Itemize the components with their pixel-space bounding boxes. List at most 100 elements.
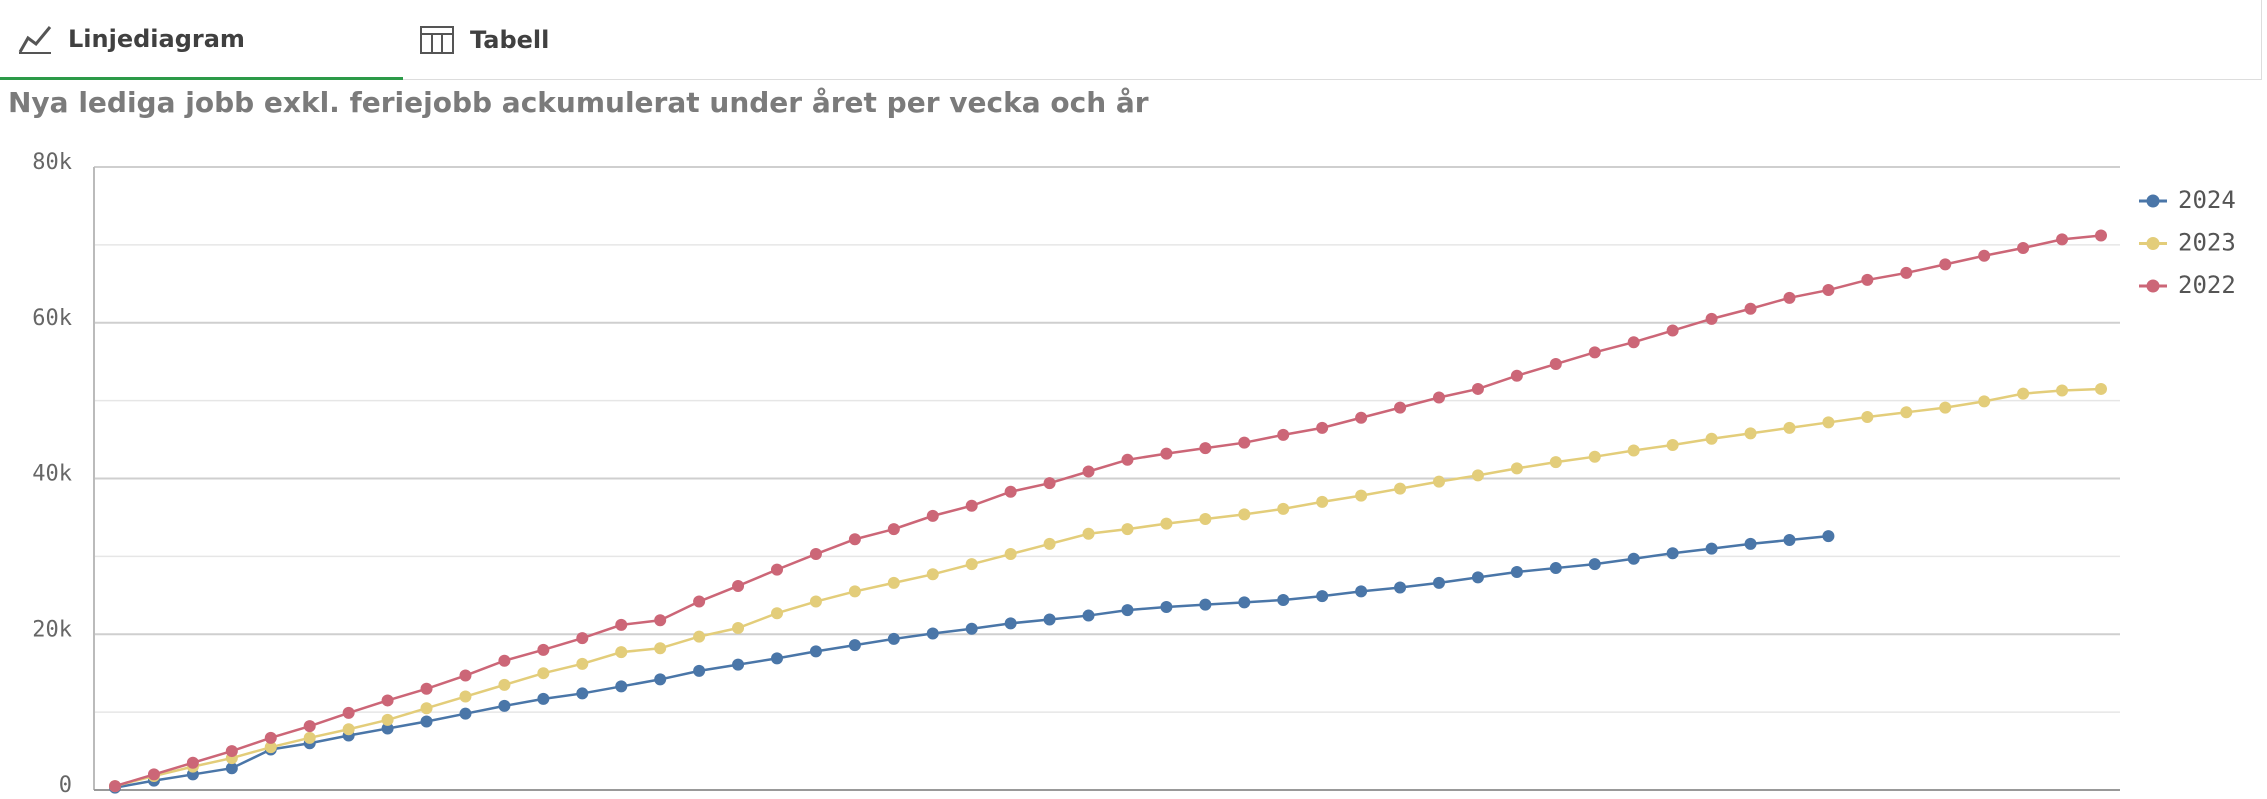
data-point bbox=[342, 723, 355, 736]
data-point bbox=[1549, 358, 1562, 371]
table-icon bbox=[420, 26, 454, 54]
data-point bbox=[848, 639, 861, 652]
data-point bbox=[732, 579, 745, 592]
tab-table[interactable]: Tabell bbox=[420, 0, 549, 80]
data-point bbox=[1082, 465, 1095, 478]
data-point bbox=[1316, 495, 1329, 508]
data-point bbox=[615, 680, 628, 693]
data-point bbox=[1316, 421, 1329, 434]
data-point bbox=[809, 595, 822, 608]
data-point bbox=[1394, 401, 1407, 414]
legend-label: 2023 bbox=[2178, 229, 2236, 257]
legend-swatch bbox=[2146, 279, 2160, 293]
data-point bbox=[1705, 312, 1718, 325]
data-point bbox=[1510, 369, 1523, 382]
tab-bar: Linjediagram Tabell bbox=[0, 0, 2262, 80]
data-point bbox=[1355, 585, 1368, 598]
data-point bbox=[1627, 336, 1640, 349]
y-tick-label: 80k bbox=[32, 150, 72, 175]
data-point bbox=[771, 652, 783, 665]
data-point bbox=[1588, 558, 1601, 571]
data-point bbox=[654, 642, 667, 655]
data-point bbox=[1471, 571, 1484, 584]
y-tick-label: 60k bbox=[32, 306, 72, 331]
y-tick-label: 40k bbox=[32, 462, 72, 487]
data-point bbox=[381, 694, 394, 707]
data-point bbox=[2095, 382, 2107, 395]
data-point bbox=[1160, 600, 1173, 613]
data-point bbox=[1744, 537, 1757, 550]
line-icon bbox=[18, 25, 52, 54]
legend-swatch bbox=[2146, 194, 2160, 208]
data-point bbox=[1199, 442, 1212, 455]
data-point bbox=[615, 618, 628, 631]
data-point bbox=[2017, 387, 2030, 400]
data-point bbox=[420, 715, 433, 728]
data-point bbox=[1666, 324, 1679, 337]
data-point bbox=[1705, 542, 1718, 555]
data-point bbox=[848, 585, 861, 598]
data-point bbox=[1433, 391, 1445, 404]
data-point bbox=[732, 622, 745, 635]
chart-title: Nya lediga jobb exkl. feriejobb ackumule… bbox=[8, 86, 1149, 119]
data-point bbox=[1939, 401, 1952, 414]
data-point bbox=[1004, 485, 1017, 498]
data-point bbox=[2056, 384, 2069, 397]
data-point bbox=[1822, 284, 1835, 297]
y-tick-label: 20k bbox=[32, 617, 72, 642]
data-point bbox=[926, 509, 939, 522]
data-point bbox=[693, 595, 706, 608]
data-point bbox=[926, 568, 939, 581]
legend-label: 2024 bbox=[2178, 186, 2236, 214]
data-point bbox=[1510, 462, 1523, 475]
data-point bbox=[576, 632, 589, 645]
data-point bbox=[1705, 432, 1718, 445]
data-point bbox=[1121, 604, 1134, 617]
data-point bbox=[537, 692, 550, 705]
data-point bbox=[1783, 421, 1796, 434]
data-point bbox=[1043, 613, 1056, 626]
tab-label: Linjediagram bbox=[68, 24, 245, 53]
data-point bbox=[1238, 436, 1251, 449]
data-point bbox=[1666, 547, 1679, 560]
data-point bbox=[459, 707, 472, 720]
data-point bbox=[1978, 249, 1991, 262]
data-point bbox=[1082, 527, 1095, 540]
data-point bbox=[303, 720, 316, 733]
data-point bbox=[654, 673, 667, 686]
data-point bbox=[459, 690, 472, 703]
data-point bbox=[381, 713, 394, 726]
data-point bbox=[1783, 534, 1796, 547]
data-point bbox=[887, 576, 900, 589]
data-point bbox=[887, 523, 900, 536]
series-line bbox=[114, 534, 1829, 789]
data-point bbox=[1627, 552, 1640, 565]
data-point bbox=[1900, 266, 1913, 279]
data-point bbox=[1160, 517, 1173, 530]
data-point bbox=[1316, 590, 1329, 603]
data-point bbox=[1394, 482, 1407, 495]
data-point bbox=[2095, 229, 2107, 242]
data-point bbox=[537, 643, 550, 656]
data-point bbox=[887, 632, 900, 645]
tab-line-chart[interactable]: Linjediagram bbox=[0, 0, 403, 80]
y-tick-label: 0 bbox=[59, 773, 72, 798]
data-point bbox=[1822, 530, 1835, 543]
data-point bbox=[147, 768, 160, 781]
data-point bbox=[1277, 502, 1290, 515]
data-point bbox=[1471, 469, 1484, 482]
data-point bbox=[654, 614, 667, 627]
data-point bbox=[771, 563, 783, 576]
data-point bbox=[1160, 447, 1173, 460]
data-point bbox=[1978, 395, 1991, 408]
legend-label: 2022 bbox=[2178, 271, 2236, 299]
data-point bbox=[109, 780, 121, 793]
data-point bbox=[1744, 427, 1757, 440]
data-point bbox=[1121, 453, 1134, 466]
data-point bbox=[1549, 456, 1562, 469]
data-point bbox=[537, 667, 550, 680]
data-point bbox=[1355, 411, 1368, 424]
data-point bbox=[459, 669, 472, 682]
